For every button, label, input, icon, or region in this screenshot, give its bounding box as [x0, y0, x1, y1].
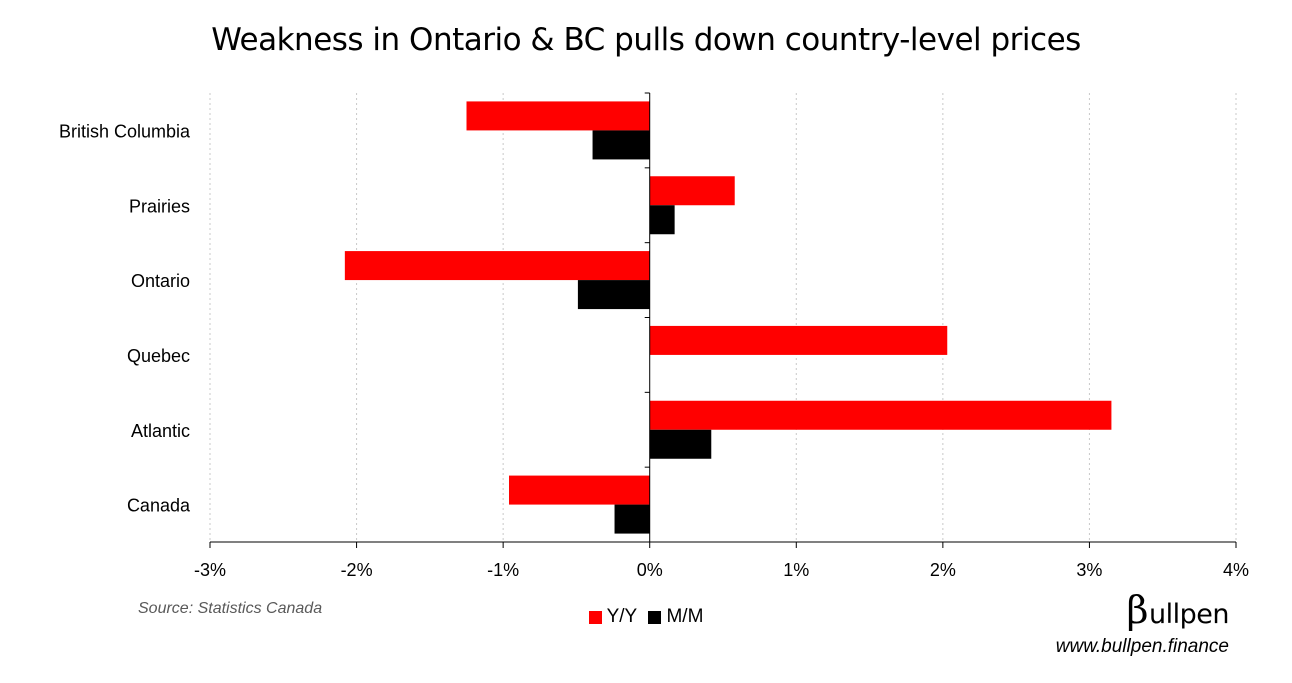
x-tick-label: 2% [930, 560, 956, 580]
legend-item-mm: M/M [648, 606, 703, 628]
bullpen-logo-beta: β [1126, 588, 1149, 632]
x-tick-label: -3% [194, 560, 226, 580]
bar-mm [614, 504, 650, 534]
x-tick-label: -2% [341, 560, 373, 580]
bullpen-logo-text: ullpen [1149, 599, 1229, 630]
category-label: Canada [127, 496, 191, 516]
chart-title: Weakness in Ontario & BC pulls down coun… [211, 22, 1081, 58]
bar-yy [344, 251, 650, 281]
category-label: British Columbia [59, 121, 191, 141]
category-label: Prairies [129, 196, 190, 216]
bar-yy [649, 176, 735, 206]
category-label: Quebec [127, 346, 190, 366]
legend-swatch-mm [648, 610, 662, 624]
legend-label-yy: Y/Y [606, 606, 638, 627]
bar-mm [649, 205, 675, 235]
x-tick-label: 3% [1076, 560, 1102, 580]
category-label: Atlantic [131, 421, 190, 441]
bar-yy [649, 400, 1112, 430]
bar-yy [649, 325, 948, 355]
bar-mm [649, 429, 712, 459]
legend-item-yy: Y/Y [588, 606, 638, 628]
legend-label-mm: M/M [666, 606, 704, 627]
x-tick-label: 0% [637, 560, 663, 580]
bar-mm [577, 280, 650, 310]
source-note: Source: Statistics Canada [138, 600, 323, 617]
x-tick-label: -1% [487, 560, 519, 580]
category-label: Ontario [131, 271, 190, 291]
bar-yy [509, 475, 650, 505]
x-tick-label: 4% [1223, 560, 1249, 580]
x-tick-label: 1% [783, 560, 809, 580]
bar-yy [466, 101, 650, 131]
bullpen-url: www.bullpen.finance [1055, 636, 1229, 657]
legend: Y/Y M/M [0, 606, 1292, 630]
legend-swatch-yy [588, 610, 602, 624]
bullpen-logo: β ullpen [1126, 588, 1230, 632]
bar-mm [592, 130, 650, 160]
